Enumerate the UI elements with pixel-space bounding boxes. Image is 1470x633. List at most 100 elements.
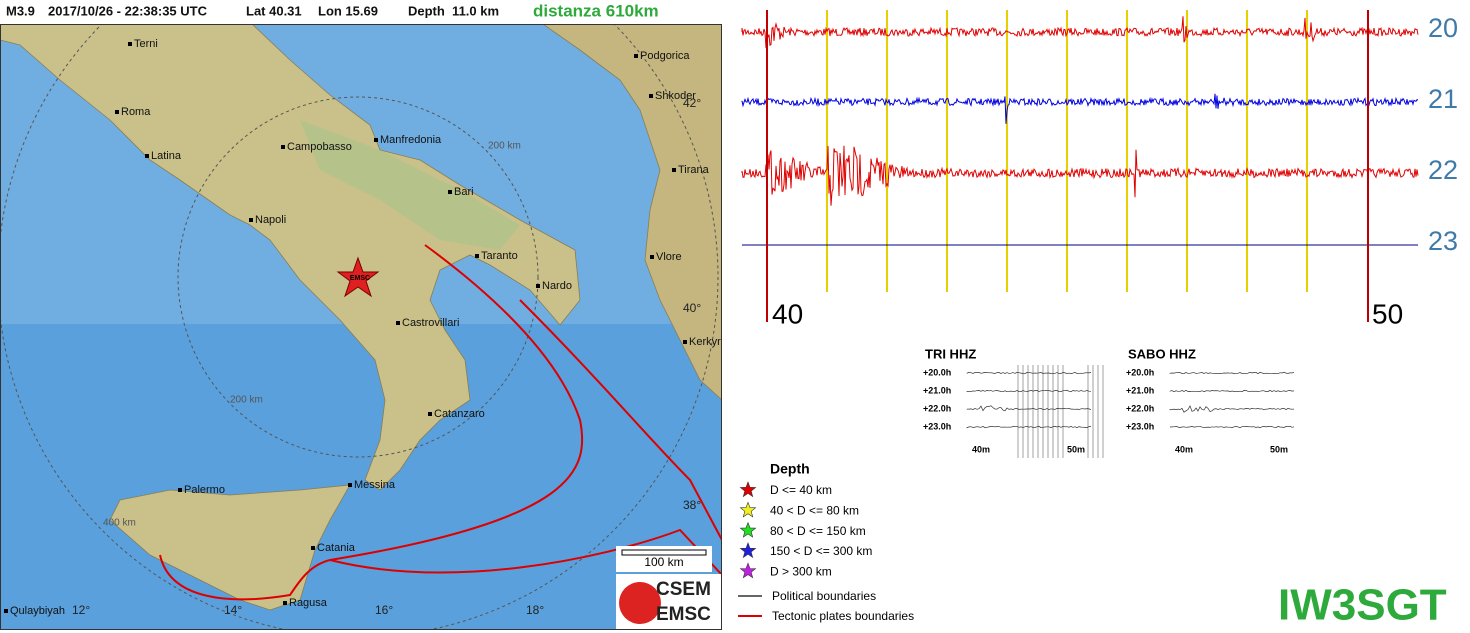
city-label: Catanzaro (434, 408, 485, 420)
city-label: Ragusa (289, 597, 328, 609)
legend-label: 150 < D <= 300 km (770, 544, 872, 558)
panel-row-label: +23.0h (1126, 421, 1154, 431)
legend-label: 40 < D <= 80 km (770, 503, 859, 517)
city-label: Palermo (184, 484, 225, 496)
scale-bar-label: 100 km (644, 555, 683, 569)
lat-label: 38° (683, 498, 701, 512)
city-marker (634, 54, 638, 58)
city-label: Terni (134, 38, 158, 50)
lon-label: 12° (72, 603, 90, 617)
city-label: Kerkyr (689, 336, 721, 348)
city-label: Taranto (481, 250, 518, 262)
city-label: Castrovillari (402, 317, 459, 329)
legend-star (739, 501, 757, 518)
city-marker (128, 42, 132, 46)
city-label: Tirana (678, 164, 710, 176)
city-label: Catania (317, 542, 356, 554)
legend-label: 80 < D <= 150 km (770, 524, 866, 538)
city-marker (650, 255, 654, 259)
map: Terni Roma Latina Campobasso Manfredonia Bari… (0, 24, 722, 630)
seismic-trace (741, 93, 1419, 124)
panel-trace (966, 405, 1092, 412)
legend-label: D > 300 km (770, 564, 832, 578)
city-marker (672, 168, 676, 172)
panel-row-label: +20.0h (1126, 367, 1154, 377)
legend-label: Political boundaries (772, 589, 876, 603)
city-marker (311, 546, 315, 550)
panel-trace (1169, 371, 1295, 375)
panel-minute-label: 40m (972, 444, 990, 454)
italy (0, 24, 581, 491)
lon-label: 18° (526, 603, 544, 617)
logo-text: CSEM (656, 579, 711, 600)
seismic-trace (741, 16, 1419, 49)
city-label: Podgorica (640, 50, 690, 62)
city-marker (683, 340, 687, 344)
hour-label: 21 (1428, 84, 1458, 114)
city-marker (428, 412, 432, 416)
ring-label: 200 km (230, 395, 263, 406)
ring-200km (177, 96, 539, 458)
panel-row-label: +20.0h (923, 367, 951, 377)
hour-label: 23 (1428, 226, 1458, 256)
city-marker (281, 145, 285, 149)
panel-row-label: +23.0h (923, 421, 951, 431)
panel-trace (1169, 405, 1295, 413)
city-marker (649, 94, 653, 98)
panel-row-label: +22.0h (923, 403, 951, 413)
city-label: Bari (454, 186, 474, 198)
panel-trace (1169, 389, 1295, 393)
panel-row-label: +21.0h (923, 385, 951, 395)
scale-bar (621, 549, 707, 556)
city-marker (348, 483, 352, 487)
latitude: Lat 40.31 (246, 3, 302, 18)
balkans (542, 24, 722, 401)
tectonic-boundary (159, 554, 331, 601)
callsign: IW3SGT (1278, 581, 1447, 630)
magnitude: M3.9 (6, 3, 35, 18)
depth: Depth 11.0 km (408, 3, 499, 18)
minute-label: 50 (1372, 298, 1403, 329)
panel-title: TRI HHZ (925, 346, 976, 361)
city-marker (283, 601, 287, 605)
legend-label: D <= 40 km (770, 483, 832, 497)
hour-label: 20 (1428, 13, 1458, 43)
panel-title: SABO HHZ (1128, 346, 1196, 361)
legend-title: Depth (770, 461, 810, 477)
panel-minute-label: 40m (1175, 444, 1193, 454)
seismogram (741, 10, 1419, 322)
city-marker (475, 254, 479, 258)
lat-label: 42° (683, 96, 701, 110)
panel-trace (966, 425, 1091, 429)
city-marker (374, 138, 378, 142)
city-marker (115, 110, 119, 114)
city-label: Roma (121, 106, 151, 118)
panel-trace (966, 371, 1092, 375)
epicenter (336, 256, 380, 298)
legend-star (739, 521, 757, 538)
sicily (109, 484, 351, 611)
city-label: Messina (354, 479, 396, 491)
city-label: Campobasso (287, 141, 352, 153)
city-label: Napoli (255, 214, 286, 226)
panel-row-label: +21.0h (1126, 385, 1154, 395)
lowland (300, 120, 520, 250)
tectonic-boundary (329, 244, 722, 576)
city-label: Vlore (656, 251, 682, 263)
legend-label: Tectonic plates boundaries (772, 609, 914, 623)
lon-label: 16° (375, 603, 393, 617)
city-label: Shkoder (655, 90, 696, 102)
city-label: Manfredonia (380, 134, 442, 146)
ring-400km (0, 24, 719, 630)
panel-minute-label: 50m (1270, 444, 1288, 454)
lon-label: 14° (224, 603, 242, 617)
minute-label: 40 (772, 298, 803, 329)
map-frame (0, 24, 722, 630)
hour-label: 22 (1428, 155, 1458, 185)
city-marker (178, 488, 182, 492)
city-marker (448, 190, 452, 194)
city-marker (145, 154, 149, 158)
city-label: Nardo (542, 280, 572, 292)
epicenter-label: EMSC (350, 275, 370, 282)
